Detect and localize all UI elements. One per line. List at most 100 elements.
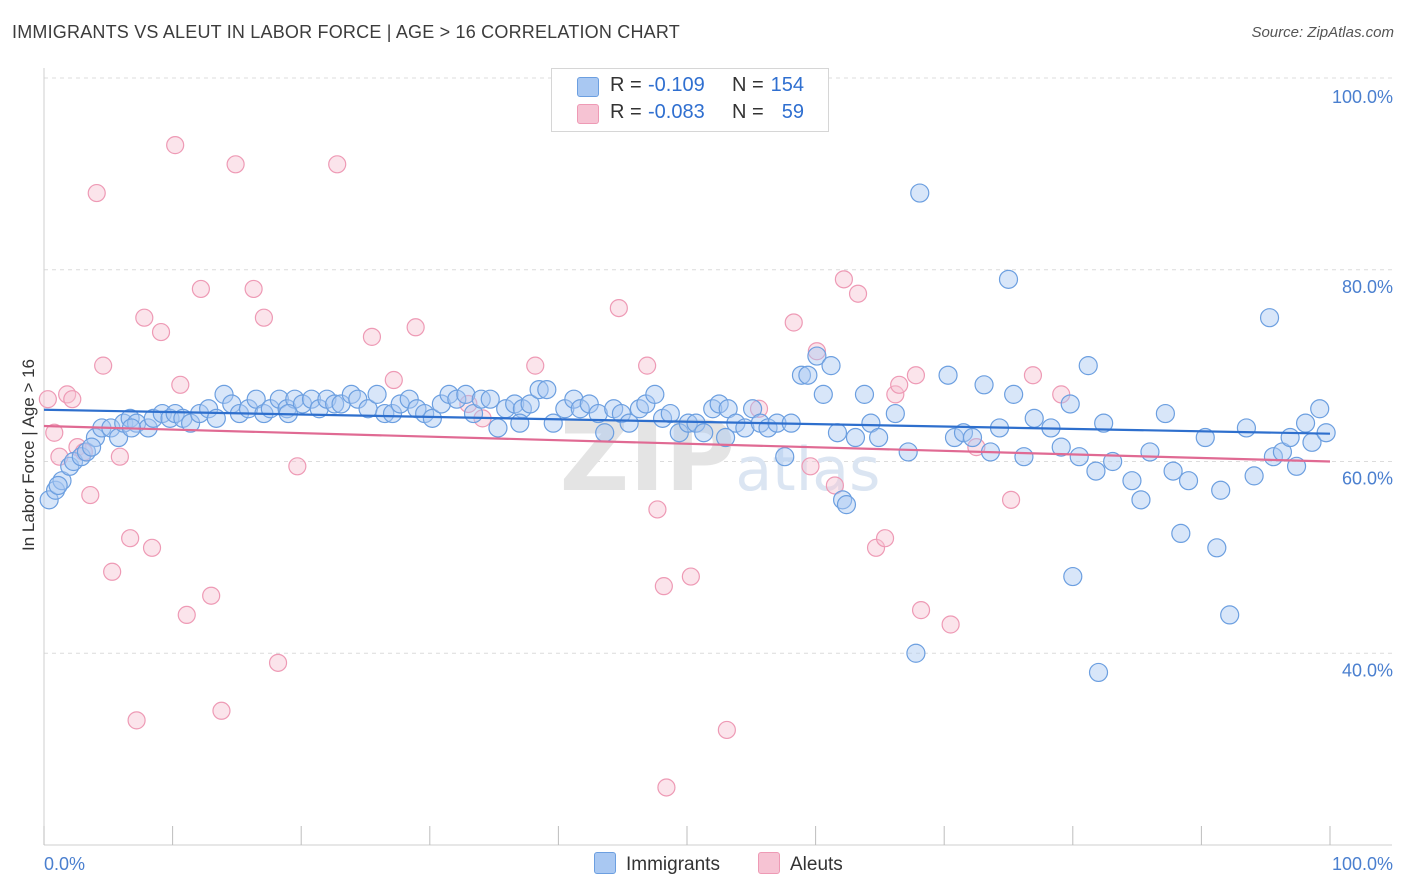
immigrant-point xyxy=(869,427,889,448)
immigrant-point xyxy=(1024,408,1044,428)
immigrant-point xyxy=(1140,442,1160,462)
aleuts-legend-swatch xyxy=(758,852,780,874)
immigrant-point xyxy=(520,394,540,414)
immigrant-point xyxy=(39,490,59,510)
immigrant-point xyxy=(1295,413,1316,433)
aleut-point xyxy=(226,155,245,174)
aleut-point xyxy=(121,529,140,548)
immigrant-point xyxy=(456,384,476,404)
immigrant-point xyxy=(1051,437,1071,457)
immigrant-point xyxy=(309,399,329,419)
aleut-point xyxy=(906,366,926,385)
aleut-point xyxy=(526,356,545,375)
axes xyxy=(43,68,1392,846)
immigrant-point xyxy=(1094,413,1114,433)
legend-n-label: N = xyxy=(732,101,764,123)
trendlines xyxy=(43,408,1331,463)
immigrant-point xyxy=(431,394,451,414)
immigrant-point xyxy=(1310,399,1330,419)
immigrants-points xyxy=(39,183,1336,683)
immigrant-point xyxy=(1263,447,1284,467)
aleut-point xyxy=(171,375,190,394)
immigrant-point xyxy=(845,427,866,448)
aleut-point xyxy=(784,313,803,332)
aleuts-trendline xyxy=(43,424,1331,463)
aleut-point xyxy=(177,605,196,625)
immigrant-point xyxy=(214,384,234,404)
aleut-point xyxy=(191,279,210,299)
x-tick-label-max: 100.0% xyxy=(1332,854,1393,874)
immigrant-point xyxy=(1259,308,1280,328)
immigrant-point xyxy=(1063,566,1083,587)
immigrant-point xyxy=(715,427,736,448)
immigrant-point xyxy=(1236,418,1257,438)
aleut-point xyxy=(254,308,274,327)
y-tick-label: 40.0% xyxy=(1342,660,1393,680)
aleut-point xyxy=(654,577,673,596)
immigrant-point xyxy=(1069,447,1089,467)
immigrant-point xyxy=(678,413,698,433)
immigrant-point xyxy=(1060,394,1080,414)
immigrant-point xyxy=(906,643,926,663)
aleut-point xyxy=(38,390,57,409)
immigrant-point xyxy=(938,365,958,385)
immigrant-point xyxy=(686,413,706,433)
watermark: ZIPatlas xyxy=(560,401,881,513)
immigrant-point xyxy=(998,269,1019,289)
grid-lines xyxy=(44,77,1392,654)
immigrant-point xyxy=(48,475,68,496)
aleut-point xyxy=(1023,366,1043,385)
aleut-point xyxy=(202,586,221,605)
aleuts-points xyxy=(38,136,1071,797)
aleut-point xyxy=(848,284,868,303)
legend-n-value: 154 xyxy=(770,74,804,96)
aleut-point xyxy=(45,423,64,442)
legend-row-immigrants: R = -0.109 N = 154 xyxy=(552,74,828,100)
immigrant-point xyxy=(974,375,994,395)
immigrant-point xyxy=(301,389,322,409)
aleut-point xyxy=(268,653,288,672)
immigrant-point xyxy=(813,384,833,404)
immigrant-point xyxy=(798,365,818,385)
aleut-point xyxy=(609,299,628,318)
immigrant-point xyxy=(898,442,918,462)
aleut-point xyxy=(328,155,347,174)
aleut-point xyxy=(244,279,263,299)
aleut-point xyxy=(638,356,657,375)
immigrant-point xyxy=(488,418,508,438)
immigrant-point xyxy=(422,408,442,428)
aleut-point xyxy=(749,399,769,418)
legend-row-aleuts: R = -0.083 N = 59 xyxy=(552,101,828,127)
aleut-point xyxy=(911,601,931,620)
immigrant-point xyxy=(953,423,974,443)
immigrant-point xyxy=(382,403,403,424)
aleut-point xyxy=(81,485,100,505)
aleut-point xyxy=(890,375,909,394)
aleuts-swatch xyxy=(577,104,599,124)
immigrant-point xyxy=(836,495,857,515)
immigrants-trendline xyxy=(43,408,1331,435)
aleut-point xyxy=(941,615,960,634)
immigrant-point xyxy=(854,384,875,404)
correlation-legend: R = -0.109 N = 154 R = -0.083 N = 59 xyxy=(551,68,829,132)
aleut-point xyxy=(362,327,382,346)
aleut-point xyxy=(212,701,231,720)
y-axis-label: In Labor Force | Age > 16 xyxy=(19,359,38,551)
aleut-point xyxy=(127,711,146,730)
immigrant-point xyxy=(143,408,163,428)
immigrant-point xyxy=(348,389,368,409)
immigrant-point xyxy=(588,403,608,424)
immigrant-point xyxy=(885,403,905,424)
immigrant-point xyxy=(611,403,632,424)
immigrant-point xyxy=(1103,451,1123,472)
immigrant-point xyxy=(807,346,827,366)
aleut-point xyxy=(50,447,69,466)
immigrant-point xyxy=(543,413,563,433)
immigrant-point xyxy=(1178,471,1199,491)
x-tick-label-min: 0.0% xyxy=(44,854,85,874)
immigrant-point xyxy=(962,427,983,448)
immigrant-point xyxy=(529,379,549,400)
y-tick-label: 100.0% xyxy=(1332,87,1393,107)
aleut-point xyxy=(142,538,162,557)
